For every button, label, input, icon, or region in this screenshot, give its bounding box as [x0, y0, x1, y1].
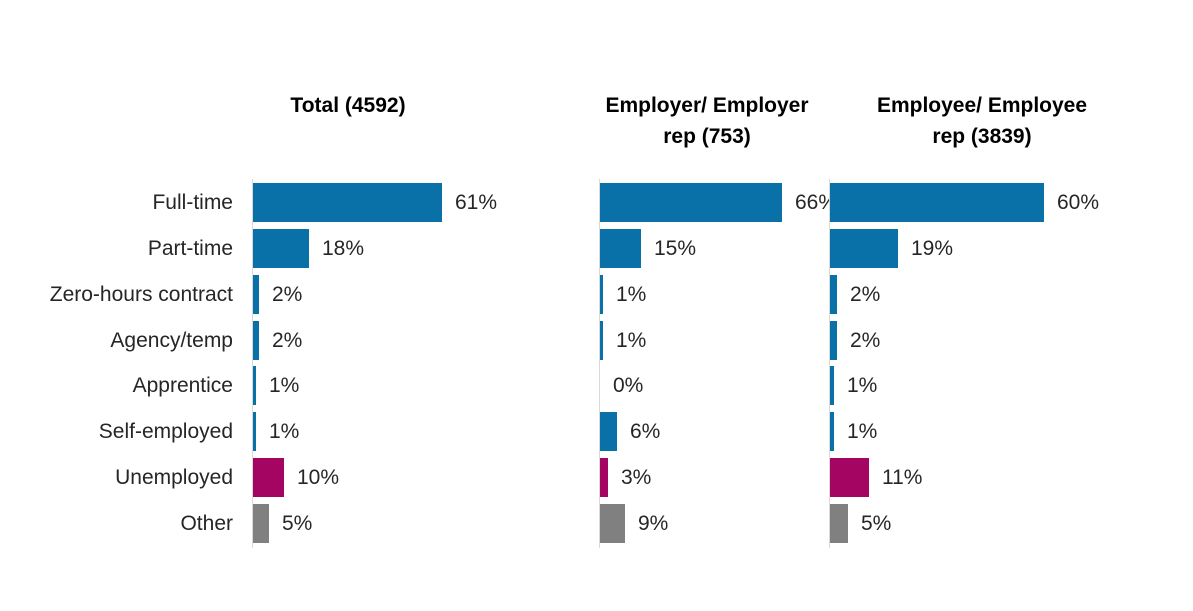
bar-zero-hours-contract: [600, 274, 603, 314]
bar-unemployed: [253, 458, 284, 498]
bar-self-employed: [830, 412, 834, 452]
value-label-part-time: 19%: [911, 236, 954, 260]
value-label-full-time: 60%: [1057, 191, 1100, 214]
bar-agency-temp: [600, 320, 603, 360]
value-label-apprentice: 1%: [847, 374, 878, 398]
bar-apprentice: [253, 366, 256, 406]
value-label-full-time: 66%: [795, 191, 838, 214]
panel-title-line: rep (3839): [932, 125, 1032, 148]
bar-other: [253, 503, 269, 543]
bar-part-time: [830, 228, 898, 268]
bar-part-time: [253, 228, 309, 268]
panel-title-line: Employee/ Employee: [876, 94, 1088, 117]
category-label-apprentice: Apprentice: [132, 374, 233, 398]
bar-other: [600, 503, 625, 543]
value-label-apprentice: 1%: [269, 374, 300, 398]
value-label-unemployed: 11%: [882, 466, 923, 490]
value-label-other: 5%: [282, 511, 313, 535]
value-label-unemployed: 10%: [297, 466, 340, 490]
panel-title-line: Total (4592): [290, 94, 406, 117]
value-label-part-time: 15%: [654, 236, 697, 260]
bar-self-employed: [600, 412, 617, 452]
panel-title-line: rep (753): [663, 125, 751, 148]
value-label-self-employed: 1%: [847, 420, 878, 444]
value-label-other: 5%: [861, 511, 892, 535]
value-label-full-time: 61%: [455, 191, 498, 214]
value-label-apprentice: 0%: [613, 374, 644, 398]
panel-title-2: Employee/ Employee rep (3839): [812, 90, 1152, 152]
value-label-self-employed: 1%: [269, 420, 300, 444]
category-label-unemployed: Unemployed: [115, 466, 233, 490]
category-label-full-time: Full-time: [152, 191, 233, 214]
value-label-zero-hours-contract: 2%: [850, 282, 881, 306]
bar-zero-hours-contract: [830, 274, 837, 314]
value-label-agency-temp: 2%: [850, 328, 881, 352]
value-label-zero-hours-contract: 2%: [272, 282, 303, 306]
category-label-zero-hours-contract: Zero-hours contract: [49, 282, 233, 306]
category-label-agency-temp: Agency/temp: [110, 328, 233, 352]
category-label-part-time: Part-time: [147, 236, 233, 260]
value-label-self-employed: 6%: [630, 420, 661, 444]
bar-other: [830, 503, 848, 543]
category-label-other: Other: [180, 511, 233, 535]
bar-agency-temp: [253, 320, 259, 360]
value-label-part-time: 18%: [322, 236, 365, 260]
panel-title-1: Employer/ Employer rep (753): [537, 90, 877, 152]
bar-full-time: [830, 183, 1044, 222]
panel-1-axis-line: [599, 179, 600, 548]
panel-0-axis-line: [252, 179, 253, 548]
bar-full-time: [600, 183, 782, 222]
value-label-zero-hours-contract: 1%: [616, 282, 647, 306]
value-label-agency-temp: 2%: [272, 328, 303, 352]
bar-unemployed: [830, 458, 869, 498]
bar-apprentice: [830, 366, 834, 406]
value-label-agency-temp: 1%: [616, 328, 647, 352]
bar-self-employed: [253, 412, 256, 452]
bar-agency-temp: [830, 320, 837, 360]
category-label-self-employed: Self-employed: [98, 420, 233, 444]
bar-full-time: [253, 183, 442, 222]
panel-2-axis-line: [829, 179, 830, 548]
panel-title-line: Employer/ Employer: [605, 94, 809, 117]
panel-title-0: Total (4592): [178, 90, 518, 121]
bar-part-time: [600, 228, 641, 268]
value-label-other: 9%: [638, 511, 669, 535]
value-label-unemployed: 3%: [621, 466, 652, 490]
bar-unemployed: [600, 458, 608, 498]
bar-zero-hours-contract: [253, 274, 259, 314]
